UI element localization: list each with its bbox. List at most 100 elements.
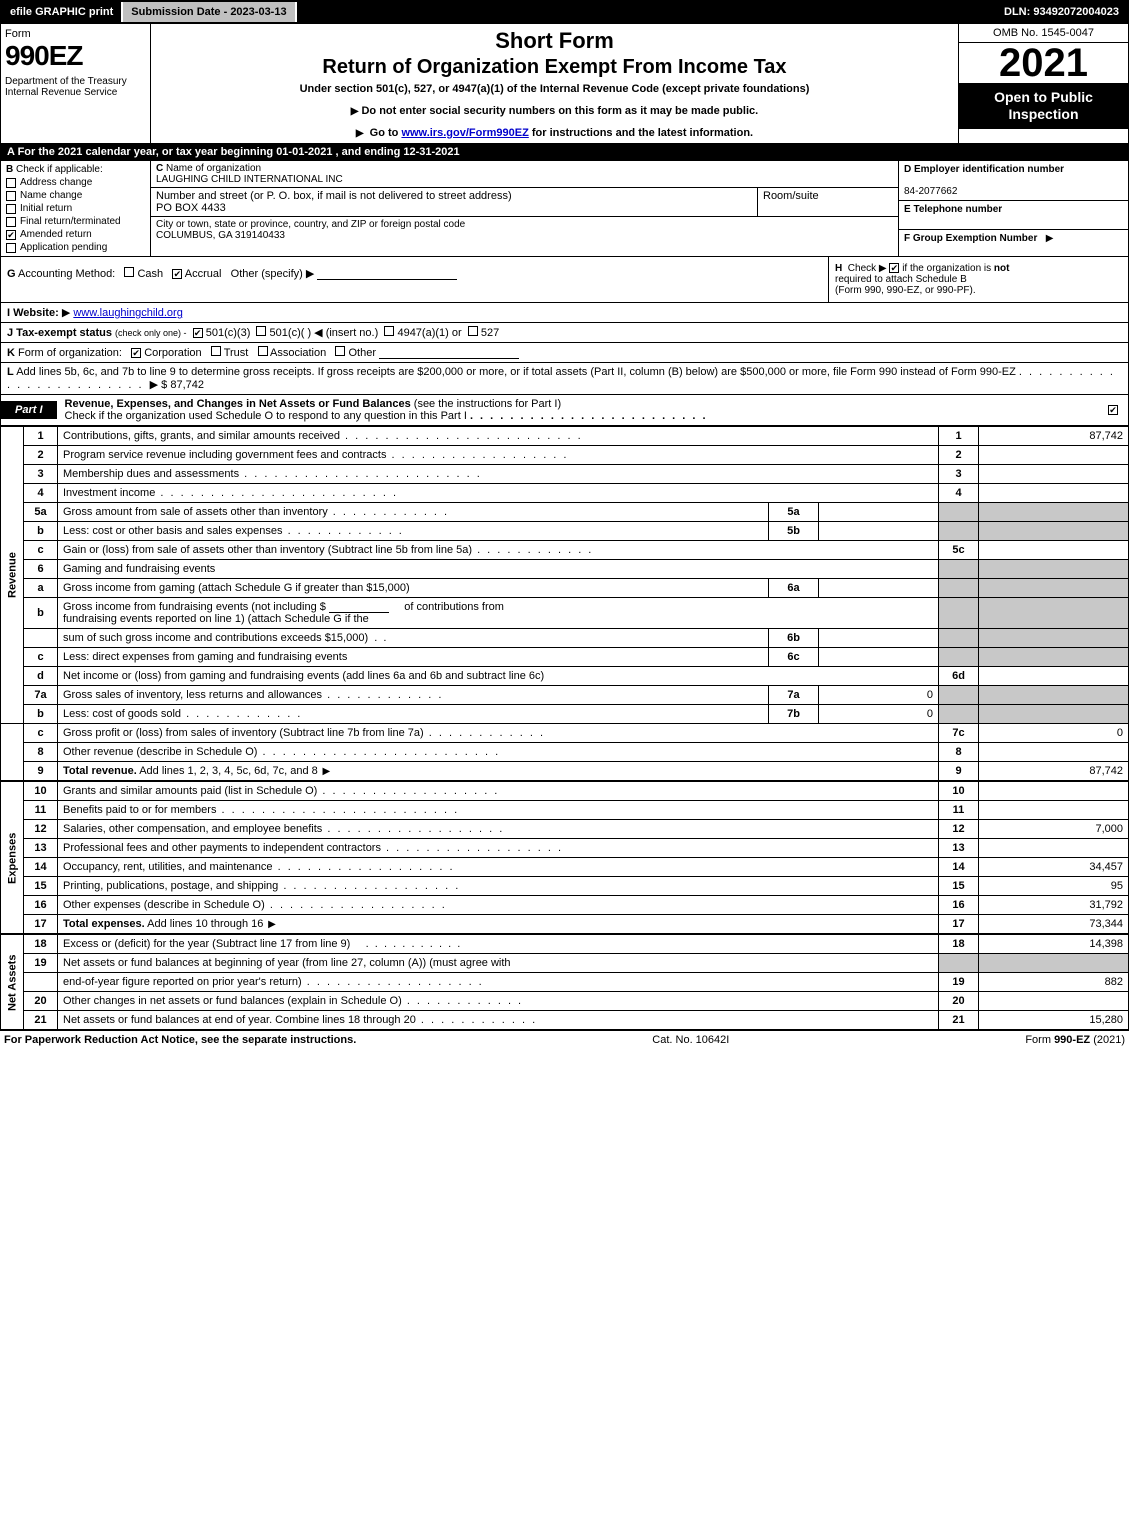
line-6a-text: Gross income from gaming (attach Schedul… (58, 579, 769, 598)
line-1-amount: 87,742 (979, 427, 1129, 446)
k-text: Form of organization: (18, 347, 122, 359)
submission-date: Submission Date - 2023-03-13 (123, 2, 296, 22)
tax-year: 2021 (959, 43, 1128, 83)
part1-header: Part I Revenue, Expenses, and Changes in… (0, 395, 1129, 426)
line-6d-rnum: 6d (939, 667, 979, 686)
line-9-text: Add lines 1, 2, 3, 4, 5c, 6d, 7c, and 8 (139, 765, 332, 777)
line-11-text: Benefits paid to or for members (63, 804, 459, 816)
chk-final-return[interactable] (6, 217, 16, 227)
line-10-num: 10 (24, 782, 58, 801)
chk-initial-return[interactable] (6, 204, 16, 214)
row-j: J Tax-exempt status (check only one) - 5… (0, 323, 1129, 343)
chk-corporation[interactable] (131, 348, 141, 358)
line-11-amount (979, 801, 1129, 820)
line-6b-text1: Gross income from fundraising events (no… (63, 601, 326, 613)
note-goto-pre: Go to (370, 127, 402, 139)
l-amount: $ 87,742 (161, 379, 204, 391)
line-7a-num: 7a (24, 686, 58, 705)
shade-cell (939, 648, 979, 667)
line-8-rnum: 8 (939, 743, 979, 762)
shade-cell (939, 579, 979, 598)
line-3-num: 3 (24, 465, 58, 484)
shade-cell (939, 954, 979, 973)
chk-527[interactable] (468, 326, 478, 336)
line-3-amount (979, 465, 1129, 484)
line-9-rnum: 9 (939, 762, 979, 781)
line-16-amount: 31,792 (979, 896, 1129, 915)
line-19-amount: 882 (979, 973, 1129, 992)
line-20-amount (979, 992, 1129, 1011)
line-15-rnum: 15 (939, 877, 979, 896)
other-specify-blank[interactable] (317, 279, 457, 280)
topbar-spacer (297, 2, 996, 22)
footer-left: For Paperwork Reduction Act Notice, see … (4, 1034, 356, 1046)
chk-other-org[interactable] (335, 346, 345, 356)
line-18-rnum: 18 (939, 935, 979, 954)
line-17-rnum: 17 (939, 915, 979, 934)
other-org-blank[interactable] (379, 358, 519, 359)
line-6c-subvalue (819, 648, 939, 667)
department-label: Department of the Treasury Internal Reve… (5, 76, 146, 98)
line-6a-subvalue (819, 579, 939, 598)
line-5b: b Less: cost or other basis and sales ex… (1, 522, 1129, 541)
line-12-rnum: 12 (939, 820, 979, 839)
chk-application-pending[interactable] (6, 243, 16, 253)
line-19a: 19 Net assets or fund balances at beginn… (1, 954, 1129, 973)
chk-501c3[interactable] (193, 328, 203, 338)
line-15: 15 Printing, publications, postage, and … (1, 877, 1129, 896)
line-10: Expenses 10 Grants and similar amounts p… (1, 782, 1129, 801)
chk-trust[interactable] (211, 346, 221, 356)
note-goto: Go to www.irs.gov/Form990EZ for instruct… (157, 127, 952, 139)
chk-association[interactable] (258, 346, 268, 356)
line-18-num: 18 (24, 935, 58, 954)
line-8-text: Other revenue (describe in Schedule O) (63, 746, 500, 758)
g-letter: G (7, 268, 16, 280)
website-link[interactable]: www.laughingchild.org (73, 307, 182, 319)
shade-cell (939, 598, 979, 629)
header-right: OMB No. 1545-0047 2021 Open to Public In… (958, 24, 1128, 143)
line-20-rnum: 20 (939, 992, 979, 1011)
line-7a: 7a Gross sales of inventory, less return… (1, 686, 1129, 705)
chk-name-change[interactable] (6, 191, 16, 201)
shade-cell (979, 560, 1129, 579)
h-not: not (994, 263, 1010, 274)
title-short-form: Short Form (157, 28, 952, 54)
line-7b: b Less: cost of goods sold 7b 0 (1, 705, 1129, 724)
line-1-rnum: 1 (939, 427, 979, 446)
chk-schedule-b-not-required[interactable] (889, 263, 899, 273)
line-9-bold: Total revenue. (63, 765, 137, 777)
line-6c-sublabel: 6c (769, 648, 819, 667)
line-6-num: 6 (24, 560, 58, 579)
chk-address-change[interactable] (6, 178, 16, 188)
line-20-text: Other changes in net assets or fund bala… (63, 995, 523, 1007)
chk-501c[interactable] (256, 326, 266, 336)
irs-link[interactable]: www.irs.gov/Form990EZ (401, 127, 528, 139)
h-text-pre: Check ▶ (848, 263, 887, 274)
line-3-text: Membership dues and assessments (63, 468, 482, 480)
chk-accrual[interactable] (172, 269, 182, 279)
vlabel-net-assets: Net Assets (1, 935, 24, 1030)
note-ssn: Do not enter social security numbers on … (157, 105, 952, 117)
row-l: L Add lines 5b, 6c, and 7b to line 9 to … (0, 363, 1129, 395)
line-14-rnum: 14 (939, 858, 979, 877)
line-14-num: 14 (24, 858, 58, 877)
line-13: 13 Professional fees and other payments … (1, 839, 1129, 858)
line-6b-sum: sum of such gross income and contributio… (1, 629, 1129, 648)
line-2: 2 Program service revenue including gove… (1, 446, 1129, 465)
chk-cash[interactable] (124, 267, 134, 277)
line-1-text: Contributions, gifts, grants, and simila… (63, 430, 583, 442)
chk-4947[interactable] (384, 326, 394, 336)
ein-label: D Employer identification number (904, 164, 1064, 175)
shade-cell (979, 503, 1129, 522)
part1-title-sub: (see the instructions for Part I) (414, 398, 561, 410)
c-letter: C (156, 163, 163, 174)
city-label: City or town, state or province, country… (156, 219, 465, 230)
line-6a: a Gross income from gaming (attach Sched… (1, 579, 1129, 598)
footer-right-post: (2021) (1090, 1034, 1125, 1046)
chk-amended-return[interactable] (6, 230, 16, 240)
line-6c-text: Less: direct expenses from gaming and fu… (58, 648, 769, 667)
line-11-rnum: 11 (939, 801, 979, 820)
g-text: Accounting Method: (18, 268, 115, 280)
chk-schedule-o-used[interactable] (1108, 405, 1118, 415)
line-7c-rnum: 7c (939, 724, 979, 743)
